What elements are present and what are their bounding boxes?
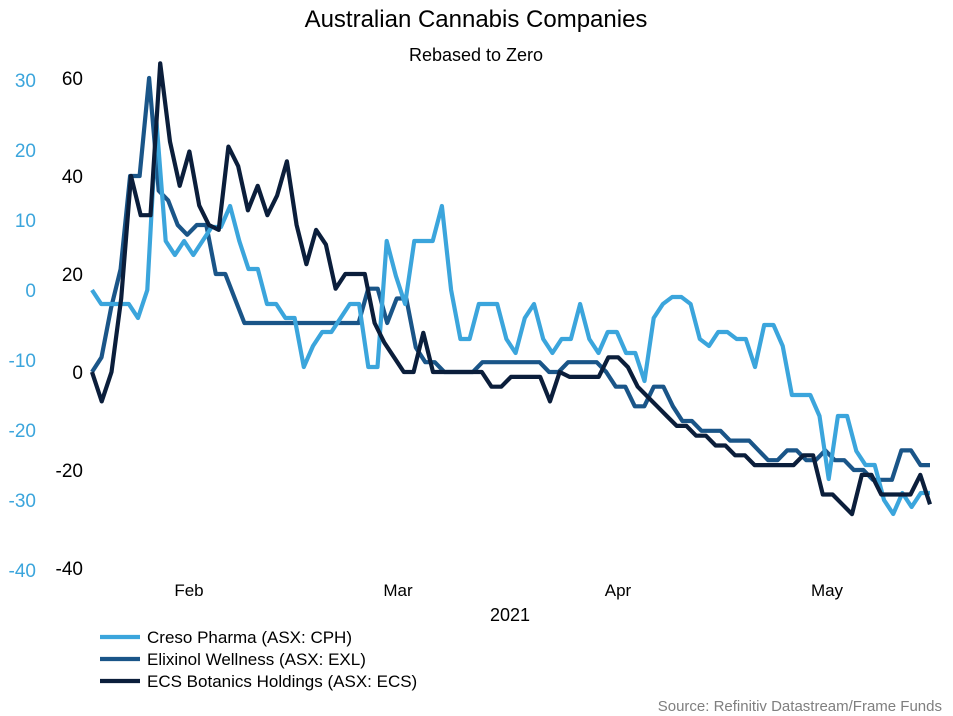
right-tick-label: 60 xyxy=(62,69,83,90)
right-tick-label: -20 xyxy=(56,461,83,482)
plot-lines xyxy=(90,61,932,517)
x-axis-ticks: Feb Mar Apr May xyxy=(174,581,843,600)
chart-subtitle: Rebased to Zero xyxy=(409,45,543,65)
legend-label: ECS Botanics Holdings (ASX: ECS) xyxy=(147,672,417,691)
right-tick-label: 40 xyxy=(62,167,83,188)
left-tick-label: -40 xyxy=(9,561,36,582)
chart-title: Australian Cannabis Companies xyxy=(305,6,648,33)
x-tick-label: Apr xyxy=(605,581,632,600)
x-axis-label: 2021 xyxy=(490,605,530,625)
x-tick-label: Mar xyxy=(383,581,413,600)
legend-label: Creso Pharma (ASX: CPH) xyxy=(147,628,352,647)
right-tick-label: 0 xyxy=(72,363,83,384)
left-tick-label: -10 xyxy=(9,351,36,372)
left-tick-label: -30 xyxy=(9,491,36,512)
source-note: Source: Refinitiv Datastream/Frame Funds xyxy=(658,698,942,715)
legend: Creso Pharma (ASX: CPH) Elixinol Wellness… xyxy=(100,628,417,691)
left-tick-label: 20 xyxy=(15,141,36,162)
x-tick-label: May xyxy=(811,581,844,600)
left-tick-label: 0 xyxy=(25,281,36,302)
right-tick-label: -40 xyxy=(56,559,83,580)
left-tick-label: -20 xyxy=(9,421,36,442)
series-line-ecs xyxy=(90,61,932,517)
right-axis-ticks: 60 40 20 0 -20 -40 xyxy=(56,69,83,580)
left-tick-label: 10 xyxy=(15,211,36,232)
left-axis-ticks: 30 20 10 0 -10 -20 -30 -40 xyxy=(9,71,36,582)
x-tick-label: Feb xyxy=(174,581,203,600)
series-line-elixinol xyxy=(90,75,930,482)
right-tick-label: 20 xyxy=(62,265,83,286)
series-line-creso xyxy=(90,119,930,517)
legend-label: Elixinol Wellness (ASX: EXL) xyxy=(147,650,366,669)
left-tick-label: 30 xyxy=(15,71,36,92)
